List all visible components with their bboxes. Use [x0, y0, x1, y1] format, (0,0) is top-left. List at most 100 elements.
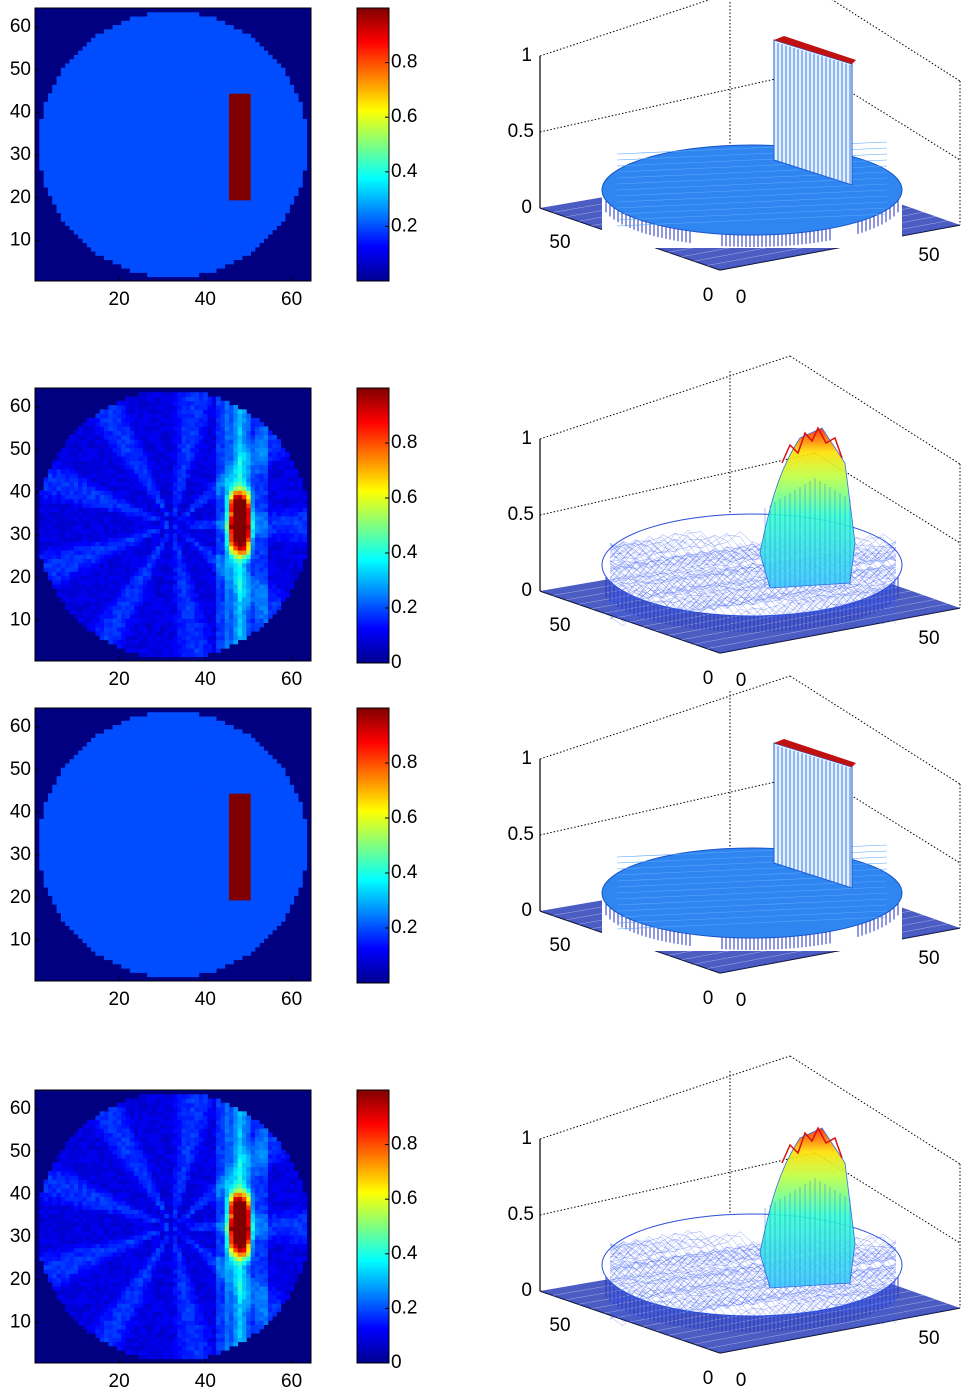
heatmap-cell: [182, 157, 187, 162]
heatmap-cell: [139, 234, 144, 239]
heatmap-cell: [212, 554, 217, 559]
heatmap-cell: [48, 170, 53, 175]
heatmap-cell: [117, 627, 122, 632]
heatmap-cell: [233, 153, 238, 158]
heatmap-cell: [134, 204, 139, 209]
heatmap-cell: [186, 614, 191, 619]
heatmap-cell: [143, 63, 148, 68]
heatmap-cell: [190, 520, 195, 525]
heatmap-cell: [134, 230, 139, 235]
heatmap-cell: [233, 183, 238, 188]
heatmap-cell: [160, 260, 165, 265]
heatmap-cell: [87, 597, 92, 602]
heatmap-cell: [281, 554, 286, 559]
heatmap-cell: [277, 520, 282, 525]
heatmap-cell: [95, 576, 100, 581]
heatmap-cell: [108, 72, 113, 77]
heatmap-cell: [156, 106, 161, 111]
heatmap-cell: [113, 635, 118, 640]
heatmap-cell: [87, 503, 92, 508]
heatmap-cell: [147, 12, 152, 17]
heatmap-cell: [255, 614, 260, 619]
heatmap-cell: [134, 563, 139, 568]
heatmap-cell: [251, 563, 256, 568]
heatmap-cell: [169, 12, 174, 17]
heatmap-cell: [139, 255, 144, 260]
heatmap-cell: [95, 580, 100, 585]
heatmap-cell: [229, 29, 234, 34]
heatmap-cell: [190, 610, 195, 615]
heatmap-cell: [74, 520, 79, 525]
heatmap-cell: [173, 255, 178, 260]
heatmap-cell: [134, 644, 139, 649]
heatmap-cell: [169, 123, 174, 128]
heatmap-cell: [95, 217, 100, 222]
heatmap-cell: [74, 571, 79, 576]
heatmap-cell: [220, 238, 225, 243]
heatmap-cell: [70, 576, 75, 581]
heatmap-cell: [121, 550, 126, 555]
heatmap-cell: [182, 533, 187, 538]
heatmap-cell: [91, 127, 96, 132]
heatmap-cell: [143, 162, 148, 167]
heatmap-cell: [190, 644, 195, 649]
heatmap-cell: [147, 601, 152, 606]
heatmap-cell: [108, 127, 113, 132]
heatmap-cell: [225, 516, 230, 521]
heatmap-cell: [199, 627, 204, 632]
heatmap-cell: [52, 115, 57, 120]
heatmap-cell: [134, 25, 139, 30]
heatmap-cell: [130, 635, 135, 640]
heatmap-cell: [195, 606, 200, 611]
heatmap-cell: [225, 542, 230, 547]
heatmap-cell: [113, 563, 118, 568]
heatmap-cell: [177, 623, 182, 628]
heatmap-cell: [156, 584, 161, 589]
heatmap-cell: [78, 542, 83, 547]
heatmap-cell: [199, 55, 204, 60]
heatmap-cell: [212, 123, 217, 128]
heatmap-cell: [126, 593, 131, 598]
heatmap-cell: [121, 102, 126, 107]
heatmap-cell: [238, 559, 243, 564]
heatmap-cell: [151, 516, 156, 521]
heatmap-cell: [126, 110, 131, 115]
heatmap-cell: [87, 132, 92, 137]
heatmap-cell: [203, 170, 208, 175]
heatmap-cell: [147, 627, 152, 632]
heatmap-cell: [57, 149, 62, 154]
heatmap-cell: [95, 204, 100, 209]
heatmap-cell: [117, 542, 122, 547]
heatmap-cell: [139, 230, 144, 235]
heatmap-cell: [156, 115, 161, 120]
heatmap-cell: [134, 243, 139, 248]
heatmap-cell: [151, 512, 156, 517]
heatmap-cell: [82, 546, 87, 551]
heatmap-cell: [208, 208, 213, 213]
heatmap-cell: [147, 525, 152, 530]
heatmap-cell: [182, 652, 187, 657]
heatmap-cell: [212, 635, 217, 640]
heatmap-cell: [61, 580, 66, 585]
heatmap-cell: [151, 635, 156, 640]
heatmap-cell: [95, 614, 100, 619]
heatmap-cell: [139, 559, 144, 564]
heatmap-cell: [151, 106, 156, 111]
heatmap-cell: [151, 187, 156, 192]
heatmap-cell: [121, 247, 126, 252]
heatmap-cell: [160, 76, 165, 81]
heatmap-cell: [186, 55, 191, 60]
heatmap-cell: [164, 51, 169, 56]
heatmap-cell: [268, 546, 273, 551]
heatmap-cell: [238, 29, 243, 34]
heatmap-cell: [82, 507, 87, 512]
heatmap-cell: [199, 652, 204, 657]
heatmap-cell: [272, 226, 277, 231]
heatmap-cell: [229, 81, 234, 86]
heatmap-cell: [143, 576, 148, 581]
heatmap-cell: [100, 68, 105, 73]
heatmap-cell: [87, 533, 92, 538]
heatmap-cell: [139, 72, 144, 77]
